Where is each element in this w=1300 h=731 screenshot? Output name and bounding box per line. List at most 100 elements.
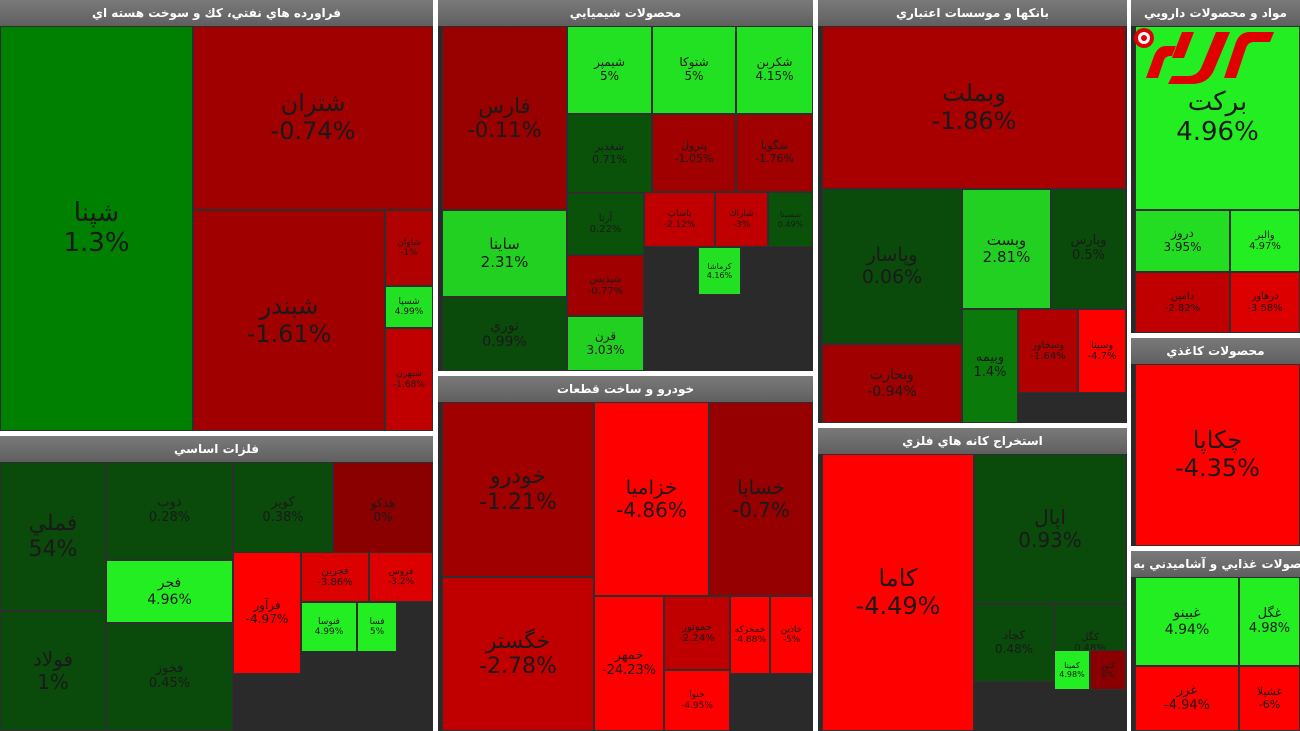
stock-tile[interactable]: شپنا 1.3% [0, 26, 193, 431]
sector-title: مواد و محصولات دارويي [1131, 0, 1300, 26]
stock-tile[interactable]: فارس -0.11% [442, 26, 567, 210]
stock-tile[interactable]: ذوب 0.28% [106, 462, 233, 560]
stock-tile[interactable]: فروس -3.2% [369, 552, 433, 602]
stock-tile[interactable]: غشيلا -6% [1239, 666, 1300, 731]
stock-tile[interactable]: پاساپ -2.12% [644, 192, 715, 247]
sector-title: بانكها و موسسات اعتباري [818, 0, 1127, 26]
stock-tile[interactable]: شگويا -1.76% [736, 114, 813, 192]
stock-symbol: وسخاور [1031, 339, 1065, 351]
stock-tile[interactable]: شبهرن -1.68% [385, 328, 433, 431]
stock-tile[interactable]: وسخاور -1.64% [1018, 309, 1078, 393]
stock-tile[interactable]: شتوكا 5% [652, 26, 736, 114]
stock-symbol: فروس [388, 566, 414, 577]
stock-symbol: وسينا [1090, 339, 1114, 351]
stock-symbol: شپديس [589, 274, 622, 285]
stock-tile[interactable]: نوري 0.99% [442, 297, 567, 371]
stock-tile[interactable]: فسا 5% [357, 602, 397, 652]
stock-tile[interactable]: دروز 3.95% [1135, 210, 1230, 272]
stock-tile[interactable]: والبر 4.97% [1230, 210, 1300, 272]
stock-tile[interactable]: فولاد 1% [0, 611, 106, 731]
stock-tile[interactable]: كاما -4.49% [822, 454, 974, 731]
stock-change: -24.23% [601, 662, 657, 678]
stock-symbol: وپارس [1070, 233, 1107, 249]
stock-tile[interactable]: قرن 3.03% [567, 316, 644, 371]
stock-tile[interactable]: خساپا -0.7% [709, 402, 813, 596]
stock-tile[interactable]: غزر -4.94% [1135, 666, 1239, 731]
stock-tile[interactable]: خگستر -2.78% [442, 577, 594, 731]
stock-symbol: شاوان [397, 237, 421, 248]
stock-change: 2.31% [480, 252, 529, 271]
stock-tile[interactable]: شتران -0.74% [193, 26, 433, 210]
stock-symbol: خمهر [614, 647, 644, 663]
stock-tile[interactable]: آرتا 0.22% [567, 193, 644, 255]
stock-symbol: كرماشا [707, 261, 732, 271]
stock-tile[interactable]: وپاسار 0.06% [822, 189, 962, 344]
stock-tile[interactable]: چكاپا -4.35% [1135, 364, 1300, 546]
stock-tile[interactable]: شاوان -1% [385, 210, 433, 286]
stock-tile[interactable]: وپارس 0.5% [1051, 189, 1126, 309]
stock-change: -1.05% [674, 152, 714, 165]
stock-tile[interactable]: وبملت -1.86% [822, 26, 1126, 189]
stock-change: 4.94% [1164, 621, 1210, 638]
stock-tile[interactable]: فجر 4.96% [106, 560, 233, 623]
stock-tile[interactable]: خودرو -1.21% [442, 402, 594, 577]
stock-tile[interactable]: شيمپر 5% [567, 26, 652, 114]
stock-tile[interactable]: شسپا 4.99% [385, 286, 433, 328]
stock-change: 0% [1101, 670, 1115, 679]
stock-change: -4.94% [1164, 697, 1210, 713]
stock-change: 4.96% [147, 591, 192, 608]
stock-symbol: خزاميا [625, 475, 678, 499]
stock-tile[interactable]: كچاد 0.48% [974, 604, 1054, 682]
stock-change: -1.68% [393, 379, 425, 390]
stock-tile[interactable]: شاراك -3% [715, 192, 768, 247]
stock-tile[interactable]: فخوز 0.45% [106, 623, 233, 731]
stock-tile[interactable]: خاذين -5% [770, 596, 813, 674]
stock-symbol: هدكو [370, 496, 396, 511]
stock-symbol: خنوا [689, 690, 705, 701]
stock-tile[interactable]: هدكو 0% [333, 462, 433, 560]
stock-tile[interactable]: خموتور -2.24% [664, 596, 730, 670]
stock-tile[interactable]: وبست 2.81% [962, 189, 1051, 309]
stock-symbol: شگويا [760, 139, 789, 153]
stock-tile[interactable]: غگل 4.98% [1239, 577, 1300, 666]
stock-tile[interactable]: ساينا 2.31% [442, 210, 567, 297]
stock-change: -6% [1258, 697, 1281, 711]
stock-tile[interactable]: درهاور -3.58% [1230, 272, 1300, 333]
stock-tile[interactable]: فرآور -4.97% [233, 552, 301, 674]
stock-tile[interactable]: وبيمه 1.4% [962, 309, 1018, 423]
stock-symbol: فولاد [32, 647, 74, 671]
stock-tile[interactable]: شغدير 0.71% [567, 114, 652, 193]
stock-tile[interactable]: خمحركه -4.88% [730, 596, 770, 674]
stock-tile[interactable]: فملي 54% [0, 462, 106, 611]
sector-title: فلزات اساسي [0, 436, 433, 462]
stock-tile[interactable]: شپديس -0.77% [567, 255, 644, 316]
stock-tile[interactable]: كمينا 4.98% [1054, 650, 1090, 690]
stock-tile[interactable]: فنوسا 4.99% [301, 602, 357, 652]
stock-tile[interactable]: پترول -1.05% [652, 114, 736, 192]
stock-tile[interactable]: اپال 0.93% [974, 454, 1126, 604]
stock-symbol: وبملت [942, 78, 1006, 107]
stock-tile[interactable]: كنور 0% [1090, 650, 1126, 690]
sector-title: محصولات شيميايي [438, 0, 813, 26]
stock-tile[interactable]: خزاميا -4.86% [594, 402, 709, 596]
stock-tile[interactable]: كوير 0.38% [233, 462, 333, 560]
stock-change: 0% [373, 510, 393, 524]
stock-tile[interactable]: خمهر -24.23% [594, 596, 664, 731]
stock-tile[interactable]: كرماشا 4.16% [698, 247, 741, 295]
stock-tile[interactable]: وسينا -4.7% [1078, 309, 1126, 393]
stock-change: -2.82% [1164, 302, 1201, 314]
stock-symbol: شپنا [73, 197, 120, 228]
rokna-logo [1134, 28, 1274, 84]
stock-tile[interactable]: فجرين -3.86% [301, 552, 369, 602]
stock-tile[interactable]: شكربن 4.15% [736, 26, 813, 114]
stock-change: 0.71% [592, 152, 627, 166]
stock-tile[interactable]: شسينا 0.49% [768, 192, 813, 247]
stock-tile[interactable]: وتجارت -0.94% [822, 344, 962, 423]
stock-tile[interactable]: شبندر -1.61% [193, 210, 385, 431]
stock-change: -0.7% [731, 498, 791, 522]
stock-tile[interactable]: غبينو 4.94% [1135, 577, 1239, 666]
stock-tile[interactable]: دامين -2.82% [1135, 272, 1230, 333]
stock-symbol: فنوسا [318, 616, 340, 627]
stock-tile[interactable]: خنوا -4.95% [664, 670, 730, 731]
stock-symbol: فملي [28, 511, 78, 537]
